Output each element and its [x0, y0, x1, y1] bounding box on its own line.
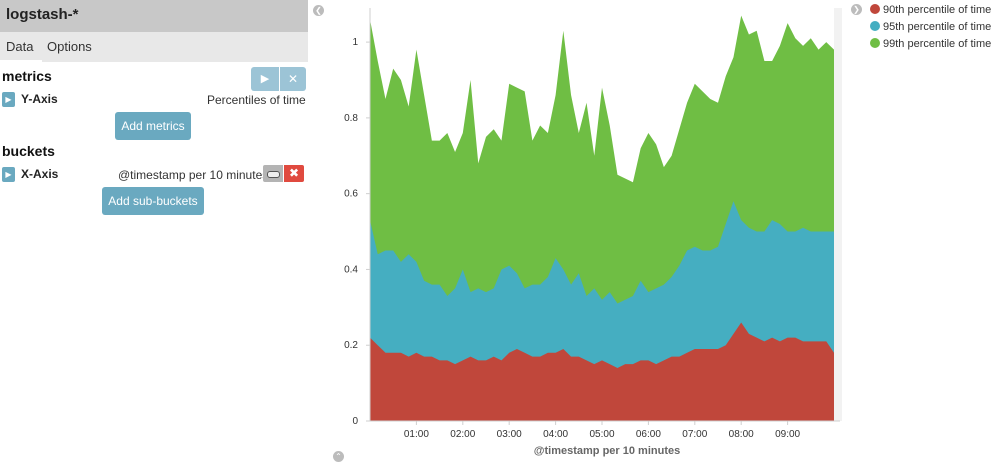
sidebar-tabs: Data Options ▶ ✕: [0, 32, 308, 91]
y-tick-label: 0: [352, 416, 358, 427]
metrics-section-title: metrics: [2, 68, 52, 84]
add-metrics-button[interactable]: Add metrics: [115, 112, 191, 140]
active-tab-indicator: [0, 60, 42, 62]
remove-aggregation-button[interactable]: ✖: [284, 165, 304, 182]
legend-dot-icon: [870, 38, 880, 48]
editor-sidebar: logstash-* Data Options ▶ ✕ metrics ▶ Y-…: [0, 0, 308, 462]
x-tick-label: 02:00: [450, 429, 475, 440]
caret-right-icon: ▶: [5, 95, 12, 104]
expand-x-axis-button[interactable]: ▶: [2, 167, 15, 182]
legend-dot-icon: [870, 4, 880, 14]
expand-y-axis-button[interactable]: ▶: [2, 92, 15, 107]
tab-data[interactable]: Data: [6, 39, 34, 54]
plot-right-gutter: [834, 8, 842, 421]
index-pattern-bar: logstash-*: [0, 0, 308, 32]
legend-label: 99th percentile of time: [883, 38, 992, 50]
x-tick-label: 08:00: [729, 429, 754, 440]
caret-right-icon: ▶: [5, 170, 12, 179]
x-tick-label: 06:00: [636, 429, 661, 440]
buckets-section-title: buckets: [2, 143, 55, 159]
x-tick-label: 01:00: [404, 429, 429, 440]
area-series-2: [370, 322, 834, 421]
legend-item-90th[interactable]: 90th percentile of time: [870, 4, 991, 16]
tab-options[interactable]: Options: [47, 39, 92, 54]
x-axis-label[interactable]: X-Axis: [21, 167, 59, 181]
buckets-agg-row: ▶ X-Axis @timestamp per 10 minutes ✖: [0, 165, 308, 186]
x-axis-description: @timestamp per 10 minutes: [118, 168, 269, 182]
legend-label: 95th percentile of time: [883, 21, 992, 33]
metrics-agg-row: ▶ Y-Axis Percentiles of time: [0, 91, 308, 111]
x-tick-label: 05:00: [589, 429, 614, 440]
legend-label: 90th percentile of time: [883, 4, 992, 16]
collapse-sidebar-icon[interactable]: ❮: [313, 5, 324, 16]
apply-changes-button[interactable]: ▶: [251, 67, 279, 91]
y-tick-label: 0.4: [344, 264, 358, 275]
discard-changes-button[interactable]: ✕: [280, 67, 306, 91]
legend-item-99th[interactable]: 99th percentile of time: [870, 38, 991, 50]
y-axis-description: Percentiles of time: [207, 93, 306, 107]
y-tick-label: 0.8: [344, 113, 358, 124]
x-tick-label: 09:00: [775, 429, 800, 440]
x-tick-label: 07:00: [682, 429, 707, 440]
index-pattern-title: logstash-*: [6, 6, 79, 23]
collapse-spy-panel-icon[interactable]: ⌃: [333, 451, 344, 462]
y-tick-label: 1: [352, 37, 358, 48]
x-axis-title: @timestamp per 10 minutes: [534, 445, 680, 457]
close-icon: ✕: [287, 72, 299, 86]
x-tick-label: 04:00: [543, 429, 568, 440]
add-sub-buckets-button[interactable]: Add sub-buckets: [102, 187, 204, 215]
y-axis-label[interactable]: Y-Axis: [21, 92, 58, 106]
y-tick-label: 0.6: [344, 189, 358, 200]
y-tick-label: 0.2: [344, 340, 358, 351]
play-icon: ▶: [260, 73, 270, 85]
x-tick-label: 03:00: [497, 429, 522, 440]
legend-item-95th[interactable]: 95th percentile of time: [870, 21, 991, 33]
close-icon: ✖: [288, 166, 300, 180]
toggle-aggregation-button[interactable]: [263, 165, 283, 182]
toggle-legend-icon[interactable]: ❯: [851, 4, 862, 15]
toggle-icon: [267, 171, 280, 178]
legend-dot-icon: [870, 21, 880, 31]
